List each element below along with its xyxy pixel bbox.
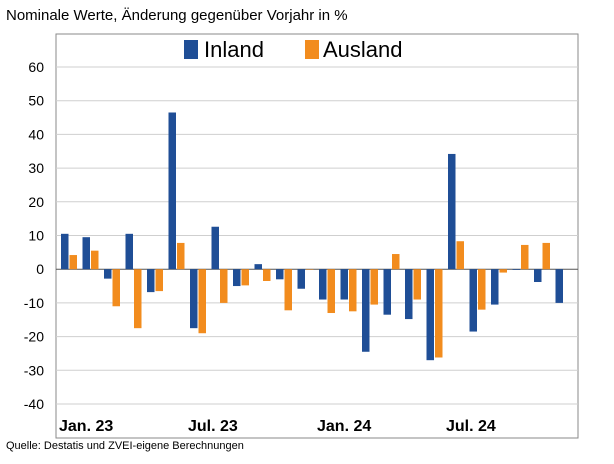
- y-tick-label: 50: [28, 93, 44, 109]
- y-tick-label: 20: [28, 194, 44, 210]
- y-tick-label: -10: [24, 295, 44, 311]
- y-tick-label: 40: [28, 126, 44, 142]
- bar-inland-9: [233, 269, 241, 287]
- bar-inland-23: [534, 269, 542, 283]
- bar-inland-14: [340, 269, 348, 300]
- bar-inland-7: [190, 269, 198, 329]
- bar-inland-19: [448, 153, 456, 270]
- x-tick-label: Jul. 24: [446, 418, 496, 435]
- bar-ausland-16: [392, 254, 400, 270]
- bar-ausland-20: [478, 269, 486, 310]
- legend-swatch-ausland: [305, 40, 319, 59]
- bar-ausland-19: [456, 241, 464, 270]
- bar-inland-16: [383, 269, 391, 315]
- bar-inland-22: [512, 269, 520, 270]
- bar-ausland-13: [327, 269, 335, 314]
- bar-ausland-2: [91, 250, 99, 270]
- y-tick-label: 60: [28, 59, 44, 75]
- bar-inland-20: [469, 269, 477, 332]
- bar-inland-24: [555, 269, 563, 303]
- bar-ausland-18: [435, 269, 443, 358]
- bar-inland-15: [362, 269, 370, 352]
- bar-inland-12: [297, 269, 305, 289]
- bar-ausland-17: [413, 269, 421, 300]
- gridlines: [56, 66, 578, 405]
- bar-ausland-3: [112, 269, 120, 307]
- bar-ausland-8: [220, 269, 228, 303]
- bar-inland-18: [426, 269, 434, 361]
- bar-inland-5: [147, 269, 155, 293]
- y-tick-label: 0: [36, 261, 44, 277]
- y-tick-label: -20: [24, 329, 44, 345]
- bar-inland-3: [104, 269, 112, 279]
- bar-ausland-5: [155, 269, 163, 292]
- bar-inland-6: [168, 112, 176, 270]
- bar-ausland-22: [521, 244, 529, 270]
- bar-inland-17: [405, 269, 413, 320]
- source-note: Quelle: Destatis und ZVEI-eigene Berechn…: [6, 440, 244, 452]
- bar-inland-21: [491, 269, 499, 305]
- y-tick-label: -40: [24, 396, 44, 412]
- bar-ausland-10: [263, 269, 271, 281]
- bars: [61, 112, 563, 361]
- bar-inland-1: [61, 233, 69, 270]
- y-axis-ticks: 60 50 40 30 20 10 0 -10 -20 -30 -40: [24, 59, 44, 412]
- bar-ausland-4: [134, 269, 142, 329]
- legend-swatch-inland: [184, 40, 198, 59]
- x-tick-label: Jan. 24: [317, 418, 371, 435]
- x-tick-label: Jan. 23: [59, 418, 113, 435]
- bar-ausland-12: [306, 269, 314, 270]
- bar-ausland-15: [370, 269, 378, 305]
- bar-inland-10: [254, 264, 262, 270]
- bar-ausland-21: [499, 269, 507, 273]
- bar-inland-13: [319, 269, 327, 300]
- legend-label-inland: Inland: [204, 37, 264, 62]
- bar-ausland-11: [284, 269, 292, 311]
- bar-inland-8: [211, 226, 219, 270]
- bar-ausland-6: [177, 242, 185, 270]
- legend: Inland Ausland: [184, 37, 403, 62]
- y-tick-label: 10: [28, 228, 44, 244]
- legend-label-ausland: Ausland: [323, 37, 403, 62]
- bar-inland-4: [125, 233, 133, 270]
- y-tick-label: -30: [24, 362, 44, 378]
- bar-ausland-7: [198, 269, 206, 334]
- chart-title: Nominale Werte, Änderung gegenüber Vorja…: [6, 7, 348, 24]
- bar-ausland-1: [69, 255, 77, 270]
- bar-ausland-23: [542, 242, 550, 270]
- bar-inland-2: [82, 237, 90, 270]
- bar-ausland-14: [349, 269, 357, 312]
- bar-inland-11: [276, 269, 284, 280]
- x-axis-labels: Jan. 23 Jul. 23 Jan. 24 Jul. 24: [59, 418, 496, 435]
- x-tick-label: Jul. 23: [188, 418, 238, 435]
- bar-ausland-9: [241, 269, 249, 286]
- y-tick-label: 30: [28, 160, 44, 176]
